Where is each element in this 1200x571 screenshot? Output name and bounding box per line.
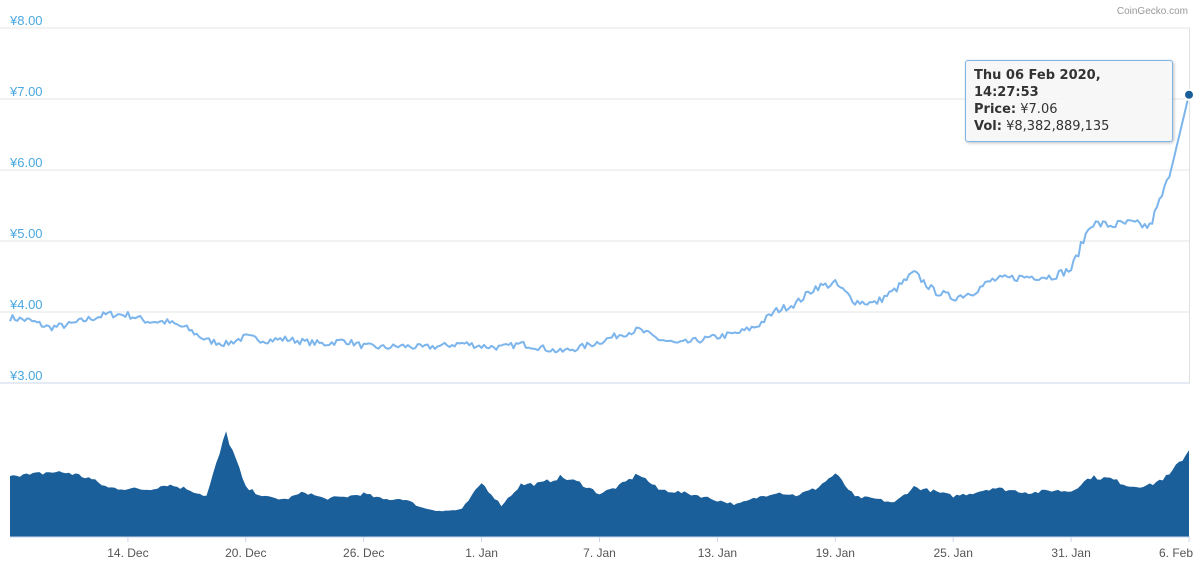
plot-right-border xyxy=(1189,28,1190,383)
y-tick-label: ¥6.00 xyxy=(9,155,43,170)
tooltip-volume-row: Vol: ¥8,382,889,135 xyxy=(974,118,1164,135)
x-tick-label: 6. Feb xyxy=(1159,546,1193,560)
price-marker xyxy=(1183,88,1195,101)
chart-credit[interactable]: CoinGecko.com xyxy=(1117,6,1188,17)
tooltip-price-value: ¥7.06 xyxy=(1020,102,1058,117)
price-tooltip: Thu 06 Feb 2020, 14:27:53 Price: ¥7.06 V… xyxy=(965,60,1173,142)
tooltip-price-label: Price: xyxy=(974,102,1017,117)
x-tick-label: 19. Jan xyxy=(816,546,855,560)
x-tick-label: 7. Jan xyxy=(583,546,616,560)
y-tick-label: ¥8.00 xyxy=(9,13,43,28)
tooltip-volume-label: Vol: xyxy=(974,119,1002,134)
x-tick-label: 20. Dec xyxy=(225,546,266,560)
tooltip-volume-value: ¥8,382,889,135 xyxy=(1006,119,1110,134)
x-tick-label: 13. Jan xyxy=(698,546,737,560)
price-line xyxy=(9,94,1190,354)
y-tick-label: ¥5.00 xyxy=(9,226,43,241)
y-tick-label: ¥4.00 xyxy=(9,297,43,312)
volume-area xyxy=(10,431,1189,537)
y-tick-label: ¥3.00 xyxy=(9,368,43,383)
x-tick-label: 25. Jan xyxy=(934,546,973,560)
date-axis: 14. Dec 20. Dec 26. Dec 1. Jan 7. Jan 13. Jan… xyxy=(107,537,1193,560)
x-tick-label: 31. Jan xyxy=(1051,546,1090,560)
price-gridlines xyxy=(0,27,1190,384)
y-tick-label: ¥7.00 xyxy=(9,84,43,99)
tooltip-date: Thu 06 Feb 2020, 14:27:53 xyxy=(974,68,1101,100)
x-tick-label: 26. Dec xyxy=(343,546,384,560)
tooltip-price-row: Price: ¥7.06 xyxy=(974,101,1164,118)
price-axis-labels: ¥3.00 ¥4.00 ¥5.00 ¥6.00 ¥7.00 ¥8.00 xyxy=(9,13,43,383)
x-tick-label: 14. Dec xyxy=(107,546,148,560)
x-tick-label: 1. Jan xyxy=(465,546,498,560)
